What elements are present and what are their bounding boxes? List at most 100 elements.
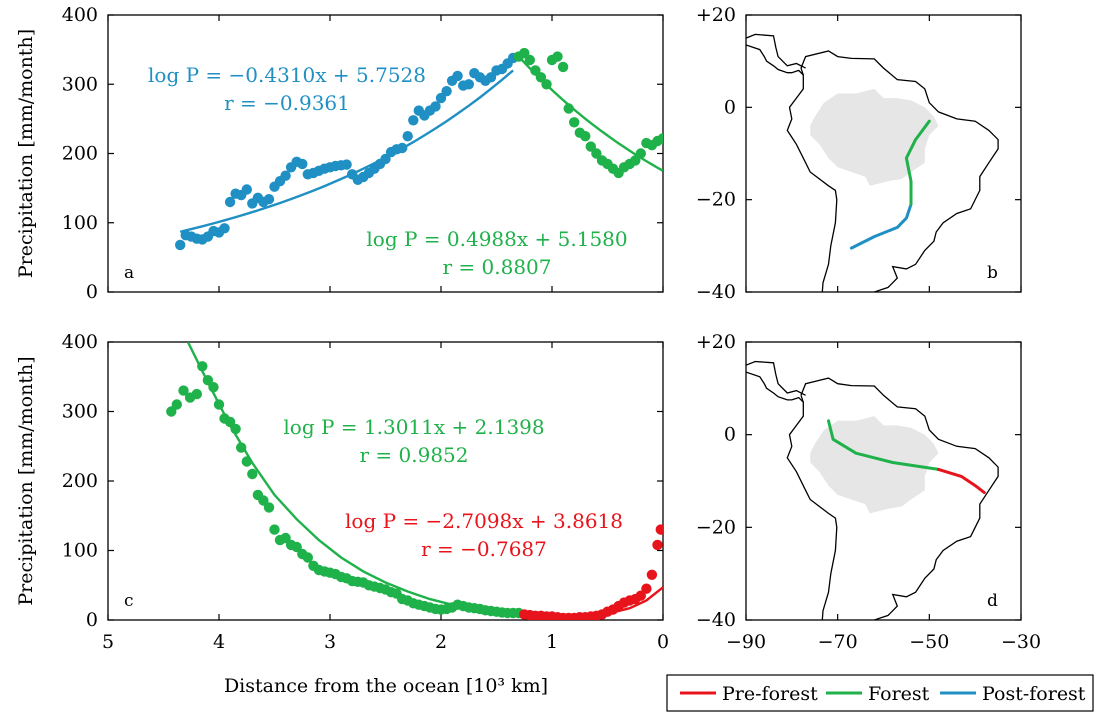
y-axis-label: Precipitation [mm/month]: [15, 356, 37, 605]
data-point-forest: [224, 416, 236, 428]
equation-post-forest: log P = −0.4310x + 5.7528: [148, 63, 426, 87]
correlation-pre-forest: r = −0.7687: [421, 537, 547, 561]
data-point-post-forest: [397, 142, 408, 154]
data-point-forest: [247, 468, 258, 480]
forest-region: [810, 88, 939, 186]
legend-label-forest: Forest: [868, 683, 930, 705]
forest-region: [810, 416, 939, 514]
panel-c-plot: 0 100 200 300 400 5 4 3 2 1 0 Precipitation [mm/mon…: [15, 331, 669, 653]
y-tick-label: 200: [62, 143, 98, 165]
legend-label-post-forest: Post-forest: [982, 683, 1086, 705]
y-tick-label: 0: [724, 424, 736, 446]
coastline-central-america: [746, 33, 806, 69]
y-tick-label: 100: [62, 212, 98, 234]
data-point-forest: [208, 382, 219, 393]
y-tick-label: 0: [86, 609, 98, 631]
data-point-forest: [241, 456, 252, 467]
plot-area: [175, 47, 663, 251]
y-tick-label: 400: [62, 4, 98, 26]
plot-frame: [107, 341, 664, 621]
y-tick-label: 300: [62, 73, 98, 95]
data-point-forest: [635, 148, 646, 159]
data-point-forest: [291, 541, 302, 553]
data-point-forest: [569, 117, 580, 128]
data-point-forest: [197, 361, 208, 372]
legend-box: [666, 674, 1094, 712]
data-point-forest: [230, 423, 241, 435]
equation-forest: log P = 1.3011x + 2.1398: [283, 415, 544, 439]
data-point-pre-forest: [655, 524, 663, 535]
data-point-post-forest: [380, 153, 391, 165]
data-point-post-forest: [263, 194, 275, 205]
panel-label: c: [124, 591, 134, 611]
panel-label: d: [987, 591, 998, 611]
data-point-pre-forest: [652, 539, 663, 551]
y-tick-label: −20: [696, 516, 736, 538]
data-point-post-forest: [241, 184, 252, 195]
panel-label: a: [124, 263, 134, 283]
y-tick-label: −20: [696, 189, 736, 211]
data-point-forest: [563, 103, 574, 114]
x-tick-label: 5: [102, 631, 114, 653]
x-tick-label: 2: [435, 631, 447, 653]
data-point-forest: [552, 51, 563, 62]
correlation-forest: r = 0.8807: [442, 255, 551, 279]
transect-forest: [904, 119, 931, 206]
coastline-central-america: [746, 360, 806, 396]
x-tick-label: 0: [657, 631, 669, 653]
coastline-west: [786, 395, 838, 620]
y-axis-label: Precipitation [mm/month]: [15, 29, 37, 278]
y-tick-label: −40: [696, 281, 736, 303]
transect-forest: [827, 419, 940, 471]
y-tick-label: +20: [696, 4, 736, 26]
plot-area: [166, 342, 663, 620]
x-tick-label: 3: [324, 631, 336, 653]
data-point-post-forest: [297, 158, 308, 170]
data-point-forest: [236, 442, 247, 453]
legend: Pre-forest Forest Post-forest: [666, 674, 1094, 712]
map-area: [746, 360, 999, 620]
data-point-post-forest: [435, 92, 447, 104]
data-point-post-forest: [175, 239, 186, 251]
equation-pre-forest: log P = −2.7098x + 3.8618: [345, 509, 623, 533]
fit-line-post-forest: [179, 69, 514, 233]
panel-label: b: [987, 263, 998, 283]
data-point-forest: [557, 61, 569, 73]
data-point-post-forest: [408, 115, 419, 126]
correlation-post-forest: r = −0.9361: [224, 91, 350, 115]
data-point-forest: [213, 399, 225, 410]
y-tick-label: +20: [696, 331, 736, 353]
data-point-forest: [302, 552, 313, 563]
data-point-forest: [580, 131, 591, 142]
panel-b-map: +20 0 −20 −40 b: [696, 4, 1022, 303]
data-point-post-forest: [463, 79, 474, 90]
data-point-pre-forest: [646, 569, 658, 580]
data-point-post-forest: [402, 131, 413, 142]
coastline-west: [786, 67, 838, 292]
data-point-forest: [524, 54, 535, 66]
legend-label-pre-forest: Pre-forest: [722, 683, 818, 705]
data-point-post-forest: [219, 223, 230, 234]
x-tick-label: −30: [1001, 631, 1041, 653]
data-point-forest: [585, 141, 596, 152]
data-point-forest: [269, 524, 280, 535]
transect-pre-forest: [937, 467, 986, 495]
fit-line-forest: [186, 342, 519, 615]
data-point-pre-forest: [641, 583, 652, 594]
equation-forest: log P = 0.4988x + 5.1580: [366, 227, 627, 251]
y-tick-label: 0: [86, 281, 98, 303]
x-tick-label: 4: [213, 631, 225, 653]
transect-post-forest: [849, 202, 913, 250]
y-tick-label: 400: [62, 331, 98, 353]
data-point-forest: [541, 79, 552, 90]
x-tick-label: −90: [726, 631, 766, 653]
coastline-central-america-pacific: [746, 371, 804, 403]
map-frame: [745, 341, 1022, 621]
x-tick-label: −70: [818, 631, 858, 653]
data-point-forest: [178, 385, 189, 396]
coastline-east: [800, 50, 999, 292]
coastline-east: [800, 377, 999, 620]
data-point-forest: [258, 495, 269, 506]
data-point-post-forest: [452, 70, 463, 82]
